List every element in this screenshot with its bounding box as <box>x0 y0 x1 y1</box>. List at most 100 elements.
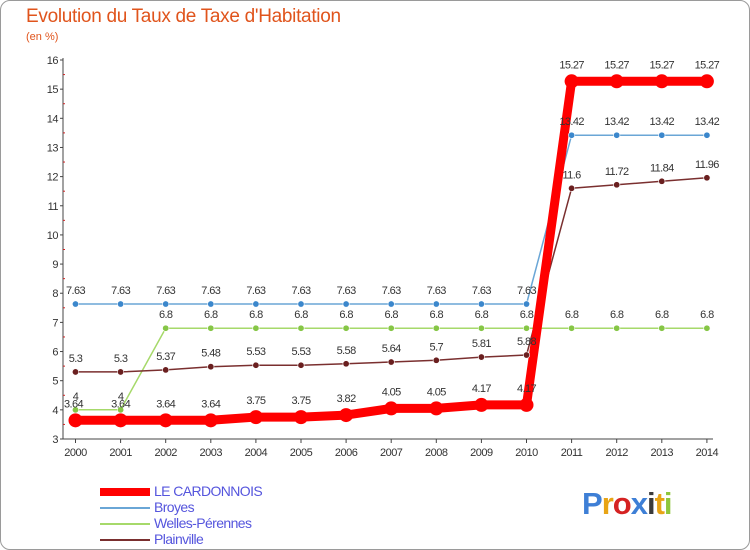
data-label-le-cardonnois: 3.64 <box>64 398 83 410</box>
data-point-broyes <box>568 131 576 139</box>
data-point-le-cardonnois <box>248 410 263 425</box>
x-tick-label: 2006 <box>335 447 358 459</box>
y-tick-label: 9 <box>52 259 58 271</box>
data-point-le-cardonnois <box>474 397 489 412</box>
data-point-broyes <box>432 300 440 308</box>
chart-title: Evolution du Taux de Taxe d'Habitation <box>26 6 341 27</box>
data-label-broyes: 13.42 <box>559 116 584 128</box>
data-label-le-cardonnois: 3.75 <box>246 395 265 407</box>
data-label-broyes: 7.63 <box>337 285 356 297</box>
data-label-plainville: 5.81 <box>472 338 491 350</box>
x-tick-label: 2011 <box>561 447 583 459</box>
data-point-le-cardonnois <box>654 74 669 89</box>
series-lines <box>71 76 712 425</box>
data-label-le-cardonnois: 15.27 <box>650 59 675 71</box>
data-point-plainville <box>207 363 215 371</box>
data-label-welles-perennes: 6.8 <box>249 309 263 321</box>
data-label-welles-perennes: 6.8 <box>520 309 534 321</box>
x-tick-label: 2003 <box>200 447 223 459</box>
logo-letter: x <box>630 486 648 521</box>
data-label-broyes: 7.63 <box>382 285 401 297</box>
x-tick-label: 2014 <box>696 447 719 459</box>
data-point-plainville <box>568 184 576 192</box>
chart-unit-label: (en %) <box>26 31 59 43</box>
data-label-welles-perennes: 6.8 <box>565 309 579 321</box>
data-label-welles-perennes: 6.8 <box>204 309 218 321</box>
data-label-welles-perennes: 4 <box>118 391 124 403</box>
y-tick-label: 8 <box>52 288 58 300</box>
data-point-plainville <box>72 368 80 376</box>
data-label-broyes: 13.42 <box>695 116 720 128</box>
data-label-le-cardonnois: 3.82 <box>337 393 356 405</box>
data-point-broyes <box>613 131 621 139</box>
x-tick-label: 2000 <box>64 447 87 459</box>
y-tick-label: 6 <box>52 347 58 359</box>
x-tick-label: 2010 <box>515 447 538 459</box>
data-label-le-cardonnois: 15.27 <box>695 59 720 71</box>
data-point-plainville <box>432 356 440 364</box>
data-point-welles-perennes <box>703 324 711 332</box>
data-label-le-cardonnois: 4.17 <box>472 383 491 395</box>
data-point-welles-perennes <box>207 324 215 332</box>
data-label-plainville: 5.53 <box>246 346 265 358</box>
data-point-le-cardonnois <box>203 413 218 428</box>
legend-label-broyes: Broyes <box>154 499 195 515</box>
x-tick-label: 2002 <box>154 447 177 459</box>
logo-letter: P <box>582 486 603 521</box>
data-point-le-cardonnois <box>158 413 173 428</box>
data-label-broyes: 7.63 <box>291 285 310 297</box>
data-point-plainville <box>162 366 170 374</box>
data-label-le-cardonnois: 3.64 <box>156 398 175 410</box>
data-point-welles-perennes <box>342 324 350 332</box>
data-point-plainville <box>477 353 485 361</box>
y-tick-label: 5 <box>52 376 58 388</box>
data-label-welles-perennes: 6.8 <box>475 309 489 321</box>
logo-letter: r <box>601 486 614 521</box>
data-point-le-cardonnois <box>294 410 308 425</box>
y-tick-label: 4 <box>52 405 58 417</box>
data-label-broyes: 7.63 <box>66 285 85 297</box>
data-label-plainville: 5.58 <box>337 345 356 357</box>
legend-swatch-le-cardonnois <box>100 488 150 496</box>
data-point-broyes <box>342 300 350 308</box>
data-label-plainville: 11.84 <box>650 162 674 174</box>
y-tick-label: 13 <box>47 142 59 154</box>
data-point-plainville <box>703 174 711 182</box>
data-point-broyes <box>522 300 530 308</box>
data-label-broyes: 13.42 <box>650 116 675 128</box>
x-tick-label: 2009 <box>470 447 493 459</box>
y-tick-label: 15 <box>47 84 59 96</box>
data-label-plainville: 11.6 <box>562 169 581 181</box>
data-label-le-cardonnois: 4.05 <box>382 386 401 398</box>
data-label-broyes: 13.42 <box>604 116 629 128</box>
axes: 3 4 5 6 7 8 9 10 11 12 13 14 15 16 2000 2001 2002 2003 200… <box>47 55 719 459</box>
data-label-broyes: 7.63 <box>246 285 265 297</box>
data-point-welles-perennes <box>568 324 576 332</box>
data-label-broyes: 7.63 <box>111 285 130 297</box>
data-label-le-cardonnois: 3.75 <box>291 395 310 407</box>
data-labels: 7.63 7.63 7.63 7.63 7.63 7.63 7.63 7.63 7.63 7.63… <box>64 59 720 410</box>
y-tick-label: 7 <box>52 317 58 329</box>
data-label-plainville: 5.3 <box>69 353 83 365</box>
data-label-welles-perennes: 6.8 <box>610 309 624 321</box>
data-point-welles-perennes <box>613 324 621 332</box>
data-label-le-cardonnois: 15.27 <box>604 59 629 71</box>
x-tick-label: 2004 <box>245 447 268 459</box>
data-label-plainville: 5.7 <box>430 341 444 353</box>
data-label-welles-perennes: 6.8 <box>430 309 444 321</box>
data-point-plainville <box>522 351 530 359</box>
data-point-welles-perennes <box>387 324 395 332</box>
proxiti-logo: Proxiti <box>582 486 672 522</box>
data-point-le-cardonnois <box>68 413 83 428</box>
legend-label-le-cardonnois: LE CARDONNOIS <box>154 483 263 499</box>
data-point-le-cardonnois <box>113 413 128 428</box>
data-point-plainville <box>297 361 305 369</box>
data-label-plainville: 11.72 <box>605 166 629 178</box>
data-point-welles-perennes <box>252 324 260 332</box>
logo-letter: t <box>654 486 665 521</box>
data-label-welles-perennes: 6.8 <box>294 309 308 321</box>
data-point-plainville <box>387 358 395 366</box>
data-point-broyes <box>297 300 305 308</box>
